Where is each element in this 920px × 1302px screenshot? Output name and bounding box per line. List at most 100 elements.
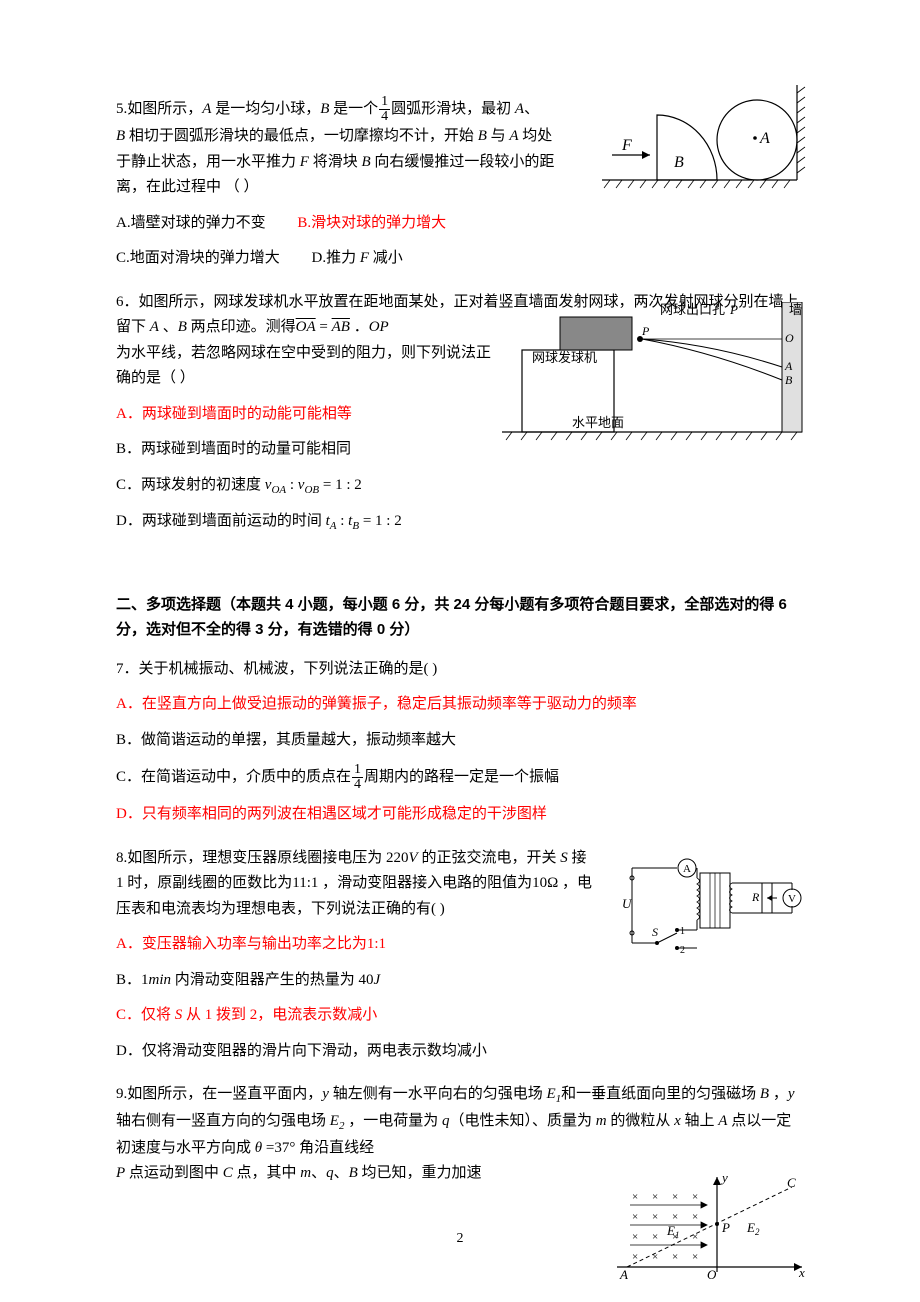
q8-v: V — [409, 850, 418, 866]
svg-text:U: U — [622, 896, 633, 911]
q5-opt-d: D.推力 F 减小 — [312, 246, 403, 272]
svg-text:×: × — [632, 1251, 638, 1263]
question-8: 1 2 S A R — [116, 846, 804, 1065]
q9-s9: 轴上 — [681, 1113, 719, 1129]
q9-s13: 点，其中 — [233, 1165, 301, 1181]
q9-q2: q — [326, 1165, 334, 1181]
fig6-hole-p: P — [729, 302, 738, 317]
q7-opt-d: D．只有频率相同的两列波在相遇区域才可能形成稳定的干涉图样 — [116, 802, 804, 828]
q5-frac: 14 — [379, 95, 390, 124]
q5-opt-b: B.滑块对球的弹力增大 — [297, 211, 446, 237]
q8-s: S — [560, 850, 568, 866]
q9-s4: ， — [769, 1086, 788, 1102]
fig6-launcher: 网球发球机 — [532, 350, 597, 365]
q8-s1: 8.如图所示，理想变压器原线圈接电压为 220 — [116, 850, 409, 866]
fig6-p: P — [641, 324, 650, 338]
fig5-label-b: B — [674, 154, 684, 171]
q5-options: A.墙壁对球的弹力不变 B.滑块对球的弹力增大 C.地面对滑块的弹力增大 D.推… — [116, 211, 804, 272]
q9-s16: 均已知，重力加速 — [358, 1165, 482, 1181]
q6-op: OP — [369, 319, 389, 335]
q5-l3c: B — [361, 154, 370, 170]
question-5: F B A 5.如图所示，A 是一均匀小球，B 是一个14圆弧形滑块，最初 A、… — [116, 95, 804, 272]
q9-s2: 轴左侧有一水平向右的匀强电场 — [329, 1086, 547, 1102]
svg-text:A: A — [683, 863, 691, 875]
svg-text:×: × — [652, 1211, 658, 1223]
q9-b: B — [760, 1086, 769, 1102]
svg-text:y: y — [720, 1172, 728, 1185]
q5-m2: 是一个 — [329, 101, 378, 117]
q5-b: B — [320, 101, 329, 117]
svg-text:x: x — [798, 1265, 805, 1280]
q7-opt-a: A．在竖直方向上做受迫振动的弹簧振子，稳定后其振动频率等于驱动力的频率 — [116, 692, 804, 718]
svg-text:×: × — [632, 1191, 638, 1203]
fig5-label-a: A — [759, 130, 770, 147]
svg-text:R: R — [751, 890, 760, 904]
q5-opt-a: A.墙壁对球的弹力不变 — [116, 211, 266, 237]
q9-b2: B — [349, 1165, 358, 1181]
q9-y2: y — [788, 1086, 795, 1102]
q6-ab: AB — [332, 319, 350, 335]
q9-s7: （电性未知）、质量为 — [449, 1113, 595, 1129]
q6-oa: OA — [296, 319, 316, 335]
fig6-o: O — [785, 331, 794, 345]
q8-s2: 的正弦交流电，开关 — [418, 850, 561, 866]
q9-s6: ，一电荷量为 — [344, 1113, 442, 1129]
svg-text:S: S — [652, 925, 658, 939]
svg-text:1: 1 — [680, 926, 685, 937]
svg-text:×: × — [692, 1211, 698, 1223]
q5-l2: 相切于圆弧形滑块的最低点，一切摩擦均不计，开始 — [129, 128, 478, 144]
q9-s5: 轴右侧有一竖直方向的匀强电场 — [116, 1113, 330, 1129]
q5-l3b: 将滑块 — [309, 154, 362, 170]
q9-s3: 和一垂直纸面向里的匀强磁场 — [561, 1086, 760, 1102]
q6-m2: 两点印迹。测得 — [187, 319, 296, 335]
svg-text:E1: E1 — [666, 1223, 679, 1240]
svg-text:×: × — [672, 1251, 678, 1263]
q7-stem: 7．关于机械振动、机械波，下列说法正确的是( ) — [116, 657, 804, 683]
q6-m3: ． — [350, 319, 369, 335]
q5-opt-c: C.地面对滑块的弹力增大 — [116, 246, 280, 272]
q9-s1: 9.如图所示，在一竖直平面内， — [116, 1086, 322, 1102]
q5-l2b: B — [478, 128, 487, 144]
question-7: 7．关于机械振动、机械波，下列说法正确的是( ) A．在竖直方向上做受迫振动的弹… — [116, 657, 804, 828]
svg-text:C: C — [787, 1175, 796, 1190]
figure-8: 1 2 S A R — [622, 848, 812, 958]
svg-text:×: × — [652, 1231, 658, 1243]
q6-m4: 为水平线，若忽略网球在空中受到的阻力，则下列说法正确的是（ ） — [116, 345, 491, 387]
svg-text:×: × — [632, 1231, 638, 1243]
q9-s14: 、 — [311, 1165, 326, 1181]
svg-text:O: O — [707, 1267, 717, 1282]
fig6-ground: 水平地面 — [572, 415, 624, 430]
fig6-b: B — [785, 373, 793, 387]
q7-options: A．在竖直方向上做受迫振动的弹簧振子，稳定后其振动频率等于驱动力的频率 B．做简… — [116, 692, 804, 828]
svg-text:A: A — [619, 1267, 628, 1282]
svg-text:×: × — [632, 1211, 638, 1223]
svg-text:E2: E2 — [746, 1220, 760, 1237]
q7-opt-b: B．做简谐运动的单摆，其质量越大，振动频率越大 — [116, 728, 804, 754]
q9-p: P — [116, 1165, 125, 1181]
svg-text:×: × — [652, 1251, 658, 1263]
q8-opt-c: C．仅将 S 从 1 拨到 2，电流表示数减小 — [116, 1003, 804, 1029]
fig6-wall: 墙 — [789, 302, 802, 317]
q5-f: F — [300, 154, 309, 170]
q6-a: A — [150, 319, 159, 335]
q9-s12: 点运动到图中 — [125, 1165, 223, 1181]
q6-b: B — [178, 319, 187, 335]
q9-e1: E — [546, 1086, 555, 1102]
q8-opt-d: D．仅将滑动变阻器的滑片向下滑动，两电表示数均减小 — [116, 1039, 804, 1065]
section-2-header: 二、多项选择题（本题共 4 小题，每小题 6 分，共 24 分每小题有多项符合题… — [116, 592, 804, 643]
fig5-label-f: F — [621, 137, 632, 154]
q6-eq: = — [316, 319, 332, 335]
question-9: ×××× ×××× ×××× ×××× y x A O P C E1 E2 — [116, 1082, 804, 1186]
fig6-a: A — [784, 359, 793, 373]
fig6-hole-pre: 网球出口孔 — [660, 302, 725, 317]
q9-s15: 、 — [334, 1165, 349, 1181]
figure-5: F B A — [602, 85, 812, 195]
q5-stem-pre: 5.如图所示， — [116, 101, 202, 117]
q5-a2: A — [515, 101, 524, 117]
q5-m4: 、 — [524, 101, 539, 117]
svg-text:2: 2 — [680, 945, 685, 956]
svg-text:×: × — [672, 1211, 678, 1223]
svg-text:×: × — [692, 1191, 698, 1203]
question-6: 网球发球机 网球出口孔 P 墙 水平地面 P O A B 6．如图所示，网球发球… — [116, 290, 804, 536]
q7-opt-c: C．在简谐运动中，介质中的质点在14周期内的路程一定是一个振幅 — [116, 763, 804, 792]
